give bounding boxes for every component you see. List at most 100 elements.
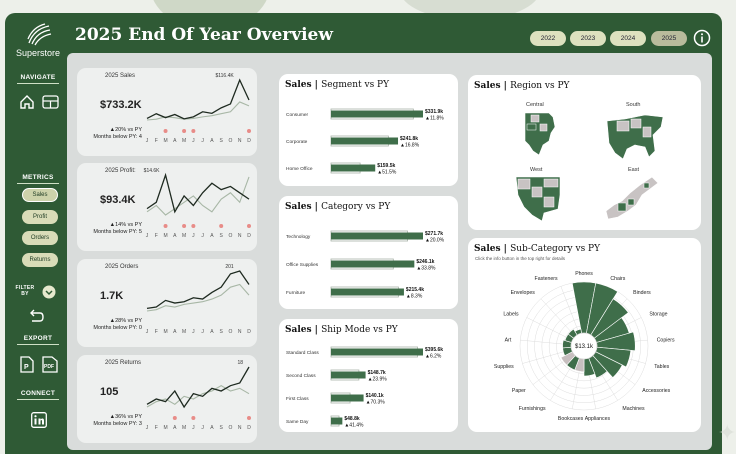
month-label: S [220,233,224,239]
reset-icon[interactable] [29,309,45,323]
south-map[interactable] [605,113,667,161]
page-title: 2025 End Of Year Overview [75,25,334,45]
bar-value: $215.4k [406,287,424,293]
metric-profit-button[interactable]: Profit [22,210,58,224]
cy-bar[interactable] [331,371,366,379]
subcategory-label: Paper [512,388,526,394]
metric-orders-button[interactable]: Orders [22,231,58,245]
month-label: A [210,138,214,144]
bar-change: ▲70.3% [366,400,386,406]
below-py-dot [182,129,187,133]
year-2023-button[interactable]: 2023 [570,31,606,46]
kpi-sparkline: $116.4KJ F M A M J J A S O N D [146,73,251,144]
cy-bar[interactable] [331,348,423,356]
kpi-value: $93.4K [100,194,136,206]
month-label: O [229,329,233,335]
below-py-dot [163,224,168,228]
region-card: Sales | Region vs PY Central South West … [468,75,701,230]
kpi-months-below: Months below PY: 5 [93,229,142,235]
rose-center-value: $13.1k [575,344,594,350]
month-label: F [155,233,158,239]
bar-value: $48.8k [344,416,360,422]
bar-value: $331.9k [425,109,443,115]
bar-label: Consumer [286,112,309,118]
kpi-peak-label: 18 [237,360,243,366]
subcategory-label: Art [505,337,512,343]
subcategory-rose-chart[interactable]: Phones Chairs Binders Storage Copiers Tables A… [468,238,701,432]
cy-bar[interactable] [331,110,423,118]
home-icon[interactable] [19,94,35,110]
kpi-title: 2025 Profit: [105,168,136,174]
bar-value: $246.1k [416,259,434,265]
kpi-card-2: 2025 Orders 1.7K ▲28% vs PY Months below… [77,259,257,347]
shipmode-card: Sales | Ship Mode vs PY Standard Class $3… [279,319,458,432]
logo-icon [27,23,52,46]
month-label: M [163,425,167,431]
export-ppt-icon[interactable]: P [20,356,34,373]
year-2022-button[interactable]: 2022 [530,31,566,46]
bar-change: ▲41.4% [344,423,364,429]
subcategory-label: Phones [575,271,593,277]
kpi-change: ▲28% vs PY [109,318,142,324]
py-line [146,101,250,121]
bar-value: $395.6k [425,347,443,353]
cy-bar[interactable] [331,394,364,402]
filter-chevron-icon[interactable] [42,285,56,299]
bar-value: $148.7k [368,370,386,376]
info-icon[interactable] [693,29,711,47]
connect-heading: CONNECT [20,390,56,397]
kpi-sparkline: 18J F M A M J J A S O N D [146,360,251,431]
month-label: A [173,329,177,335]
subcategory-label: Labels [503,311,519,317]
cy-bar[interactable] [331,260,415,268]
month-label: J [146,138,149,144]
bar-label: Office Supplies [286,262,319,268]
subcategory-label: Tables [654,364,669,370]
west-map[interactable] [514,175,564,223]
logo-text: Superstore [15,48,61,58]
month-label: A [173,233,177,239]
month-label: M [182,425,186,431]
east-map[interactable] [604,175,660,221]
py-line [146,176,250,216]
month-label: D [247,138,251,144]
month-label: F [155,138,158,144]
table-icon[interactable] [42,95,59,109]
kpi-peak-label: $116.4K [215,73,234,79]
subcategory-label: Supplies [494,364,514,370]
month-label: S [220,138,224,144]
subcategory-label: Envelopes [511,290,536,296]
cy-bar[interactable] [331,137,399,145]
subcategory-label: Bookcases [558,416,584,422]
metric-returns-button[interactable]: Returns [22,253,58,267]
kpi-change: ▲20% vs PY [109,127,142,133]
month-label: J [201,425,204,431]
export-heading: EXPORT [23,335,53,342]
linkedin-icon[interactable] [31,412,47,428]
cy-line [146,172,250,214]
cy-bar[interactable] [331,288,404,296]
below-py-dot [163,129,168,133]
month-label: A [173,138,177,144]
month-label: J [192,138,195,144]
category-chart: Technology $271.7k▲20.0% Office Supplies $2… [286,230,445,300]
subcategory-label: Binders [633,290,651,296]
year-2024-button[interactable]: 2024 [610,31,646,46]
below-py-dot [247,224,251,228]
cy-bar[interactable] [331,164,376,172]
month-label: J [146,425,149,431]
cy-line [146,78,250,120]
cy-bar[interactable] [331,232,423,240]
central-map[interactable] [523,111,563,156]
month-label: A [210,425,214,431]
bar-change: ▲16.8% [400,143,420,149]
cy-bar[interactable] [331,417,343,425]
export-pdf-icon[interactable]: PDF [42,356,58,373]
month-label: D [247,425,251,431]
metric-sales-button[interactable]: Sales [22,188,58,202]
year-2025-button[interactable]: 2025 [651,31,687,46]
subcategory-label: Copiers [657,337,675,343]
month-label: F [155,329,158,335]
kpi-value: 1.7K [100,290,124,302]
bar-change: ▲51.5% [377,170,397,176]
